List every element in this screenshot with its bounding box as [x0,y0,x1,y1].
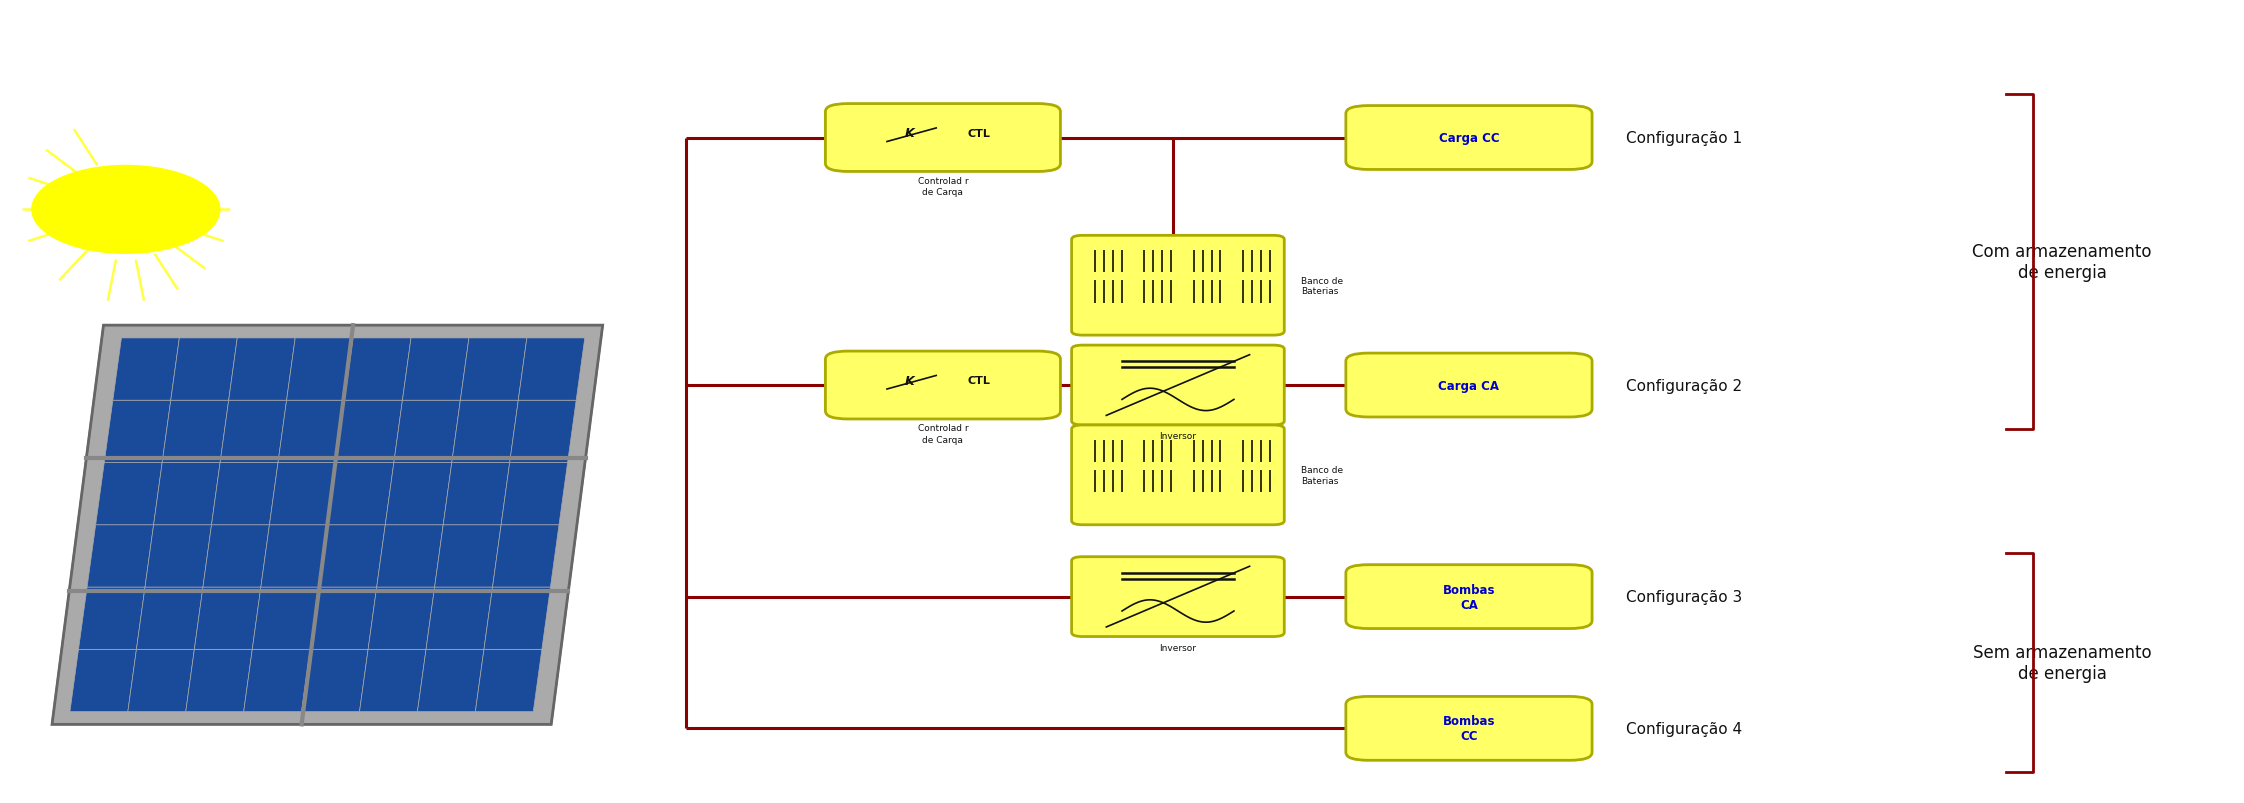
Text: Sem armazenamento
de energia: Sem armazenamento de energia [1972,643,2152,682]
Polygon shape [128,650,195,711]
FancyBboxPatch shape [1346,696,1591,760]
Polygon shape [171,339,238,401]
Polygon shape [485,587,550,650]
Polygon shape [153,463,220,525]
Polygon shape [435,525,500,587]
Text: Configuração 3: Configuração 3 [1625,589,1741,605]
Polygon shape [103,401,171,463]
Polygon shape [70,650,137,711]
Text: Configuração 4: Configuração 4 [1625,721,1741,736]
Polygon shape [491,525,559,587]
FancyBboxPatch shape [826,104,1061,172]
FancyBboxPatch shape [826,352,1061,419]
Text: Controlad r: Controlad r [918,177,967,185]
Text: Banco de
Baterias: Banco de Baterias [1302,466,1344,485]
Polygon shape [301,650,368,711]
Polygon shape [386,463,451,525]
Polygon shape [211,463,278,525]
Polygon shape [359,650,426,711]
Text: Banco de
Baterias: Banco de Baterias [1302,276,1344,296]
Text: Inversor: Inversor [1160,643,1196,652]
Polygon shape [202,525,269,587]
Text: CTL: CTL [967,376,990,385]
Text: Bombas
CA: Bombas CA [1443,583,1495,611]
Polygon shape [346,339,411,401]
Text: Com armazenamento
de energia: Com armazenamento de energia [1972,243,2152,281]
Polygon shape [251,587,319,650]
Text: de Carqa: de Carqa [922,435,963,444]
Text: Inversor: Inversor [1160,432,1196,441]
Polygon shape [451,401,518,463]
Text: de Carqa: de Carqa [922,188,963,197]
Polygon shape [79,587,146,650]
Polygon shape [162,401,229,463]
Polygon shape [220,401,287,463]
Polygon shape [269,463,337,525]
Polygon shape [319,525,386,587]
Polygon shape [112,339,180,401]
FancyBboxPatch shape [1073,236,1284,336]
Polygon shape [460,339,527,401]
Polygon shape [377,525,444,587]
Polygon shape [52,326,604,724]
Polygon shape [337,401,402,463]
Polygon shape [195,587,260,650]
FancyBboxPatch shape [1073,345,1284,426]
Polygon shape [500,463,568,525]
Text: Configuração 1: Configuração 1 [1625,131,1741,146]
FancyBboxPatch shape [1346,107,1591,170]
Polygon shape [310,587,377,650]
Polygon shape [146,525,211,587]
FancyBboxPatch shape [1346,353,1591,418]
Polygon shape [426,587,491,650]
Polygon shape [509,401,577,463]
Text: CTL: CTL [967,128,990,139]
Polygon shape [278,401,346,463]
FancyBboxPatch shape [1073,557,1284,637]
Polygon shape [417,650,485,711]
Polygon shape [328,463,395,525]
Text: K: K [904,127,913,140]
Text: Configuração 2: Configuração 2 [1625,378,1741,393]
Polygon shape [137,587,202,650]
Polygon shape [476,650,541,711]
Polygon shape [444,463,509,525]
Text: Bombas
CC: Bombas CC [1443,715,1495,743]
Text: Carga CC: Carga CC [1438,132,1499,145]
Text: K: K [904,374,913,387]
Polygon shape [245,650,310,711]
Polygon shape [402,339,469,401]
Polygon shape [518,339,586,401]
Polygon shape [88,525,153,587]
Polygon shape [287,339,352,401]
Text: Controlad r: Controlad r [918,424,967,433]
Polygon shape [395,401,460,463]
Polygon shape [229,339,296,401]
Polygon shape [368,587,435,650]
FancyBboxPatch shape [1346,565,1591,629]
Ellipse shape [31,166,220,254]
Polygon shape [260,525,328,587]
Polygon shape [96,463,162,525]
Polygon shape [186,650,251,711]
FancyBboxPatch shape [1073,426,1284,525]
Text: Carga CA: Carga CA [1438,379,1499,392]
